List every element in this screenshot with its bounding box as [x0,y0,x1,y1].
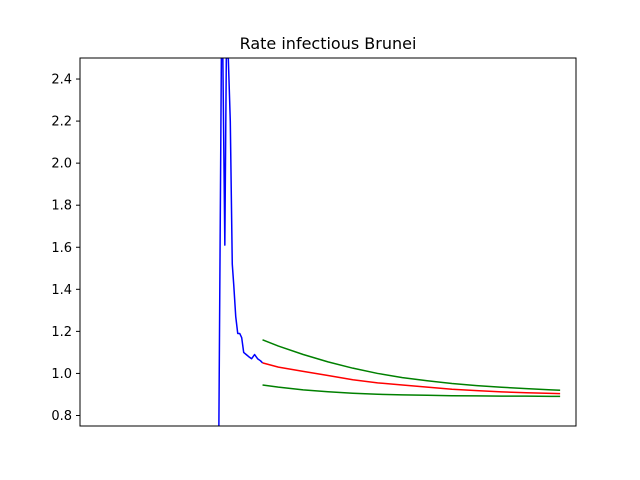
series-line-2 [262,362,561,395]
series-line-3 [262,339,561,391]
y-tick-label: 1.8 [51,199,72,214]
y-tick-label: 1.0 [51,367,72,382]
y-tick-label: 2.4 [51,73,72,88]
chart-title: Rate infectious Brunei [240,34,417,53]
series-line-1 [218,58,264,426]
y-tick-label: 1.4 [51,283,72,298]
y-tick-label: 2.0 [51,157,72,172]
y-tick-label: 1.2 [51,325,72,340]
y-tick-label: 0.8 [51,409,72,424]
y-axis: 0.8 1.0 1.2 1.4 1.6 1.8 2.0 2.2 2.4 [51,73,80,424]
series-layer [218,58,561,426]
y-tick-label: 1.6 [51,241,72,256]
y-tick-label: 2.2 [51,115,72,130]
series-line-4 [262,384,561,398]
plot-frame [79,57,577,427]
